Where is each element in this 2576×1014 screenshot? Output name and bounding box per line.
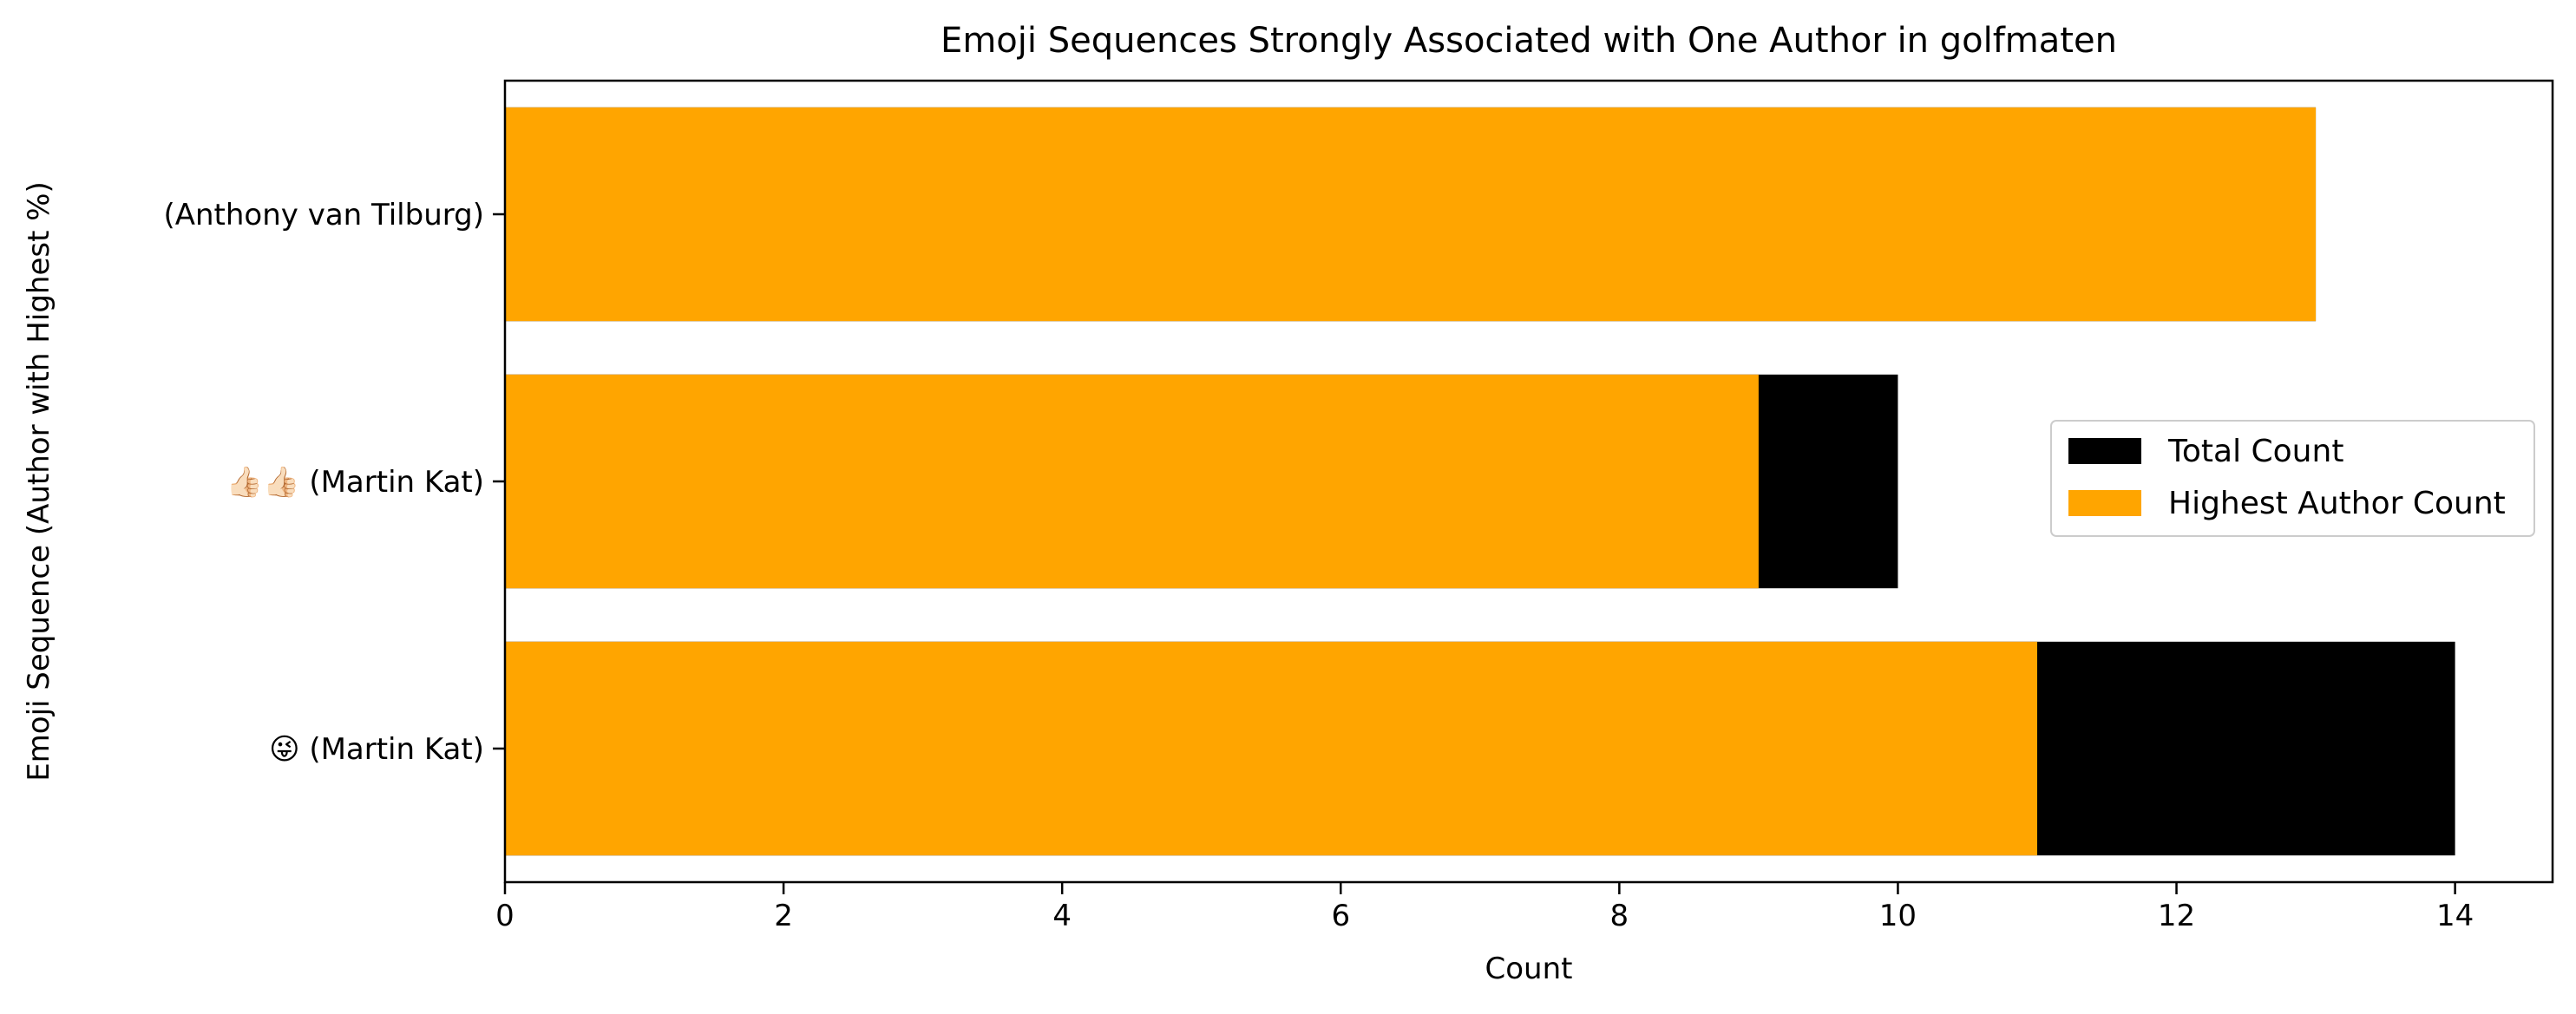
ticks-group: 😜 (Martin Kat) 👍🏻👍🏻 (Martin Kat) (Anthony…	[163, 198, 2474, 933]
bar-highest-author-count-0	[505, 641, 2037, 856]
x-tick-label-4: 8	[1610, 899, 1629, 933]
legend-label-highest-author-count: Highest Author Count	[2168, 486, 2506, 521]
y-axis-label: Emoji Sequence (Author with Highest %)	[22, 181, 56, 782]
legend: Total Count Highest Author Count	[2050, 420, 2535, 537]
y-tick-label-0: 😜 (Martin Kat)	[269, 732, 484, 767]
y-tick-label-1: 👍🏻👍🏻 (Martin Kat)	[226, 465, 484, 500]
bars-group	[505, 107, 2455, 856]
y-tick-label-2: (Anthony van Tilburg)	[163, 198, 484, 232]
legend-frame	[2050, 420, 2535, 537]
x-tick-label-1: 2	[774, 899, 793, 933]
x-tick-label-5: 10	[1879, 899, 1917, 933]
x-tick-label-6: 12	[2158, 899, 2195, 933]
x-tick-label-3: 6	[1331, 899, 1350, 933]
legend-swatch-total-count	[2068, 438, 2141, 464]
x-tick-label-7: 14	[2436, 899, 2474, 933]
chart-title: Emoji Sequences Strongly Associated with…	[941, 21, 2117, 61]
x-tick-label-2: 4	[1052, 899, 1072, 933]
x-axis-label: Count	[1485, 952, 1573, 986]
bar-highest-author-count-1	[505, 374, 1759, 589]
legend-swatch-highest-author-count	[2068, 490, 2141, 516]
legend-label-total-count: Total Count	[2167, 434, 2343, 469]
x-tick-label-0: 0	[495, 899, 515, 933]
bar-highest-author-count-2	[505, 107, 2317, 322]
